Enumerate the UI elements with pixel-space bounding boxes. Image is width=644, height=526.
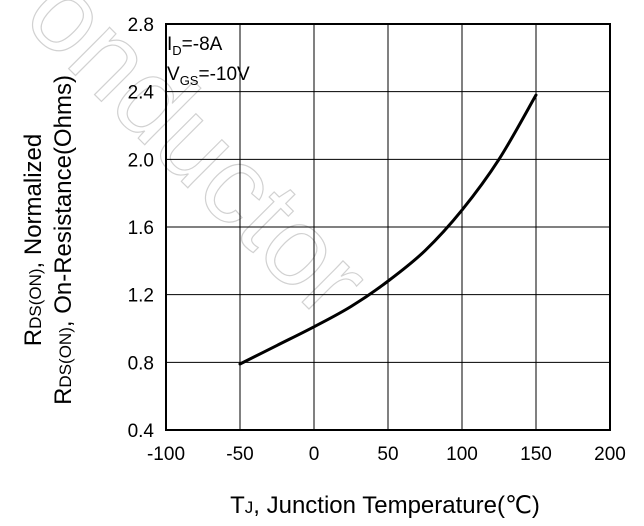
plot-area-frame <box>165 23 611 431</box>
y-axis-title-line-1: RDS(ON), Normalized <box>20 134 47 347</box>
x-tick-label: 150 <box>520 444 552 465</box>
annotation-drain-current: ID=-8A <box>167 34 223 58</box>
y-tick-label: 2.8 <box>128 15 154 36</box>
y-tick-label: 1.2 <box>128 286 154 307</box>
x-tick-label: 0 <box>309 444 320 465</box>
y-tick-label: 2.4 <box>128 83 155 104</box>
y-axis-title-line-2: RDS(ON), On-Resistance(Ohms) <box>50 75 77 405</box>
y-tick-labels: 0.4 0.8 1.2 1.6 2.0 2.4 2.8 <box>128 15 155 442</box>
x-tick-label: -100 <box>147 444 185 465</box>
series-line <box>238 93 538 366</box>
y-tick-label: 0.8 <box>128 353 154 374</box>
annotation-gate-voltage: VGS=-10V <box>167 64 250 88</box>
x-tick-labels: -100 -50 0 50 100 150 200 <box>147 444 626 465</box>
x-tick-label: 200 <box>594 444 626 465</box>
y-tick-label: 2.0 <box>128 150 154 171</box>
x-tick-label: 50 <box>377 444 398 465</box>
x-tick-label: -50 <box>226 444 253 465</box>
x-axis-title: TJ, Junction Temperature(℃) <box>230 492 540 519</box>
y-tick-label: 0.4 <box>128 421 155 442</box>
x-tick-label: 100 <box>446 444 478 465</box>
y-tick-label: 1.6 <box>128 218 154 239</box>
